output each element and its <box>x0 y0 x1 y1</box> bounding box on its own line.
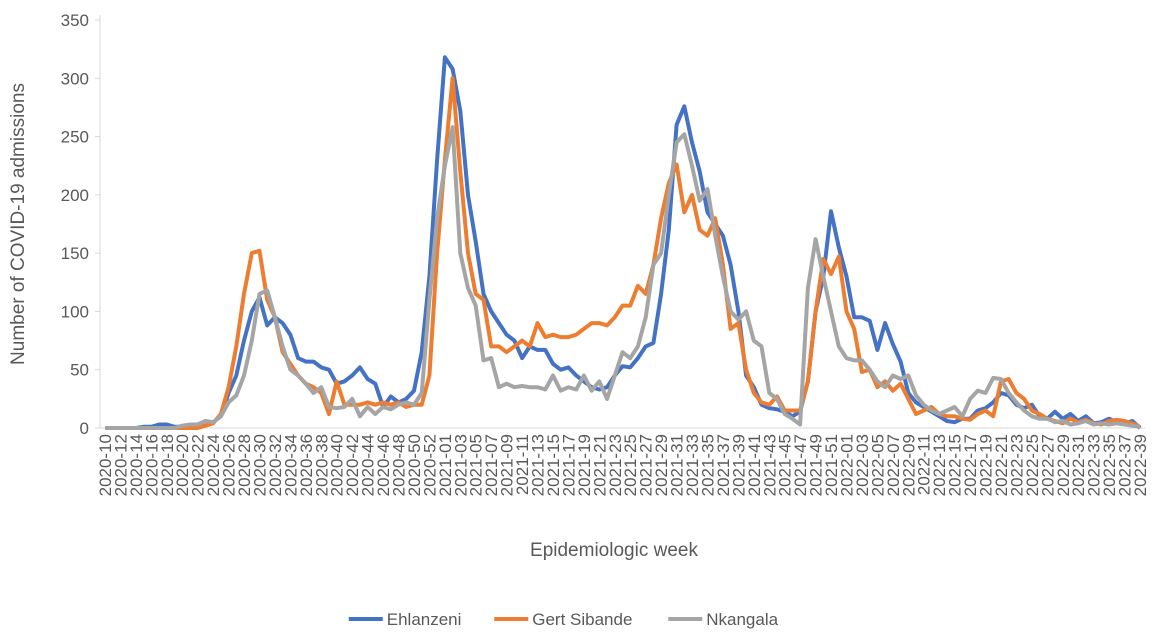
x-tick-label: 2022-19 <box>977 434 996 496</box>
legend-label: Gert Sibande <box>532 610 632 629</box>
legend-label: Ehlanzeni <box>387 610 462 629</box>
x-tick-label: 2022-05 <box>868 434 887 496</box>
x-tick-label: 2020-40 <box>328 434 347 496</box>
y-tick-label: 300 <box>61 69 89 88</box>
y-tick-label: 250 <box>61 128 89 147</box>
x-tick-label: 2020-30 <box>250 434 269 496</box>
x-tick-label: 2022-33 <box>1085 434 1104 496</box>
legend-label: Nkangala <box>706 610 778 629</box>
x-tick-label: 2022-37 <box>1116 434 1135 496</box>
x-tick-label: 2022-09 <box>899 434 918 496</box>
x-tick-label: 2020-44 <box>359 434 378 496</box>
x-tick-label: 2020-52 <box>420 434 439 496</box>
x-tick-label: 2022-17 <box>961 434 980 496</box>
x-tick-label: 2022-25 <box>1023 434 1042 496</box>
x-tick-label: 2022-01 <box>837 434 856 496</box>
x-tick-label: 2020-34 <box>281 434 300 496</box>
x-tick-label: 2021-23 <box>606 434 625 496</box>
x-tick-label: 2021-27 <box>637 434 656 496</box>
y-tick-label: 0 <box>80 419 89 438</box>
x-tick-label: 2022-03 <box>853 434 872 496</box>
x-tick-label: 2020-20 <box>173 434 192 496</box>
line <box>105 125 1141 430</box>
x-tick-label: 2020-50 <box>405 434 424 496</box>
x-tick-label: 2022-21 <box>992 434 1011 496</box>
x-tick-label: 2021-07 <box>482 434 501 496</box>
x-tick-label: 2022-31 <box>1069 434 1088 496</box>
y-tick-label: 200 <box>61 186 89 205</box>
x-tick-label: 2020-24 <box>204 434 223 496</box>
x-tick-label: 2021-33 <box>683 434 702 496</box>
line <box>105 55 1142 430</box>
x-tick-label: 2020-38 <box>312 434 331 496</box>
y-tick-label: 100 <box>61 302 89 321</box>
x-tick-label: 2020-18 <box>158 434 177 496</box>
x-tick-label: 2021-11 <box>513 434 532 495</box>
x-tick-label: 2021-05 <box>467 434 486 496</box>
x-tick-label: 2021-17 <box>559 434 578 496</box>
x-tick-label: 2020-22 <box>189 434 208 496</box>
x-tick-label: 2022-29 <box>1054 434 1073 496</box>
x-tick-label: 2021-01 <box>436 434 455 496</box>
line <box>105 76 1141 430</box>
x-tick-label: 2021-49 <box>807 434 826 496</box>
x-tick-label: 2020-14 <box>127 434 146 496</box>
x-tick-label: 2022-15 <box>946 434 965 496</box>
x-tick-label: 2022-35 <box>1100 434 1119 496</box>
x-tick-label: 2021-09 <box>498 434 517 496</box>
x-tick-label: 2021-03 <box>451 434 470 496</box>
x-tick-label: 2021-25 <box>621 434 640 496</box>
x-tick-label: 2020-12 <box>111 434 130 496</box>
x-tick-label: 2022-23 <box>1007 434 1026 496</box>
x-tick-label: 2020-42 <box>343 434 362 496</box>
x-tick-label: 2021-39 <box>729 434 748 496</box>
x-tick-label: 2021-47 <box>791 434 810 496</box>
x-tick-label: 2020-10 <box>96 434 115 496</box>
x-tick-label: 2020-48 <box>390 434 409 496</box>
x-tick-label: 2021-19 <box>575 434 594 496</box>
x-tick-label: 2021-29 <box>652 434 671 496</box>
x-tick-label: 2021-13 <box>529 434 548 496</box>
x-tick-label: 2020-16 <box>142 434 161 496</box>
x-tick-label: 2020-36 <box>297 434 316 496</box>
x-tick-label: 2021-21 <box>590 434 609 496</box>
x-tick-label: 2020-28 <box>235 434 254 496</box>
y-tick-label: 50 <box>70 361 89 380</box>
x-tick-label: 2022-07 <box>884 434 903 496</box>
x-tick-label: 2020-46 <box>374 434 393 496</box>
x-tick-label: 2021-43 <box>760 434 779 496</box>
y-tick-label: 350 <box>61 11 89 30</box>
x-tick-label: 2022-39 <box>1131 434 1150 496</box>
x-tick-label: 2021-31 <box>668 434 687 496</box>
x-tick-label: 2021-51 <box>822 434 841 496</box>
x-tick-label: 2021-35 <box>698 434 717 496</box>
x-axis-title: Epidemiologic week <box>530 540 698 561</box>
y-tick-label: 150 <box>61 244 89 263</box>
x-tick-label: 2021-41 <box>745 434 764 496</box>
x-tick-label: 2021-37 <box>714 434 733 496</box>
x-tick-label: 2021-45 <box>776 434 795 496</box>
x-tick-label: 2022-27 <box>1038 434 1057 496</box>
x-tick-label: 2022-11 <box>915 434 934 495</box>
x-tick-label: 2020-26 <box>220 434 239 496</box>
y-axis-title: Number of COVID-19 admissions <box>8 83 29 365</box>
x-tick-label: 2021-15 <box>544 434 563 496</box>
x-tick-label: 2022-13 <box>930 434 949 496</box>
x-tick-label: 2020-32 <box>266 434 285 496</box>
